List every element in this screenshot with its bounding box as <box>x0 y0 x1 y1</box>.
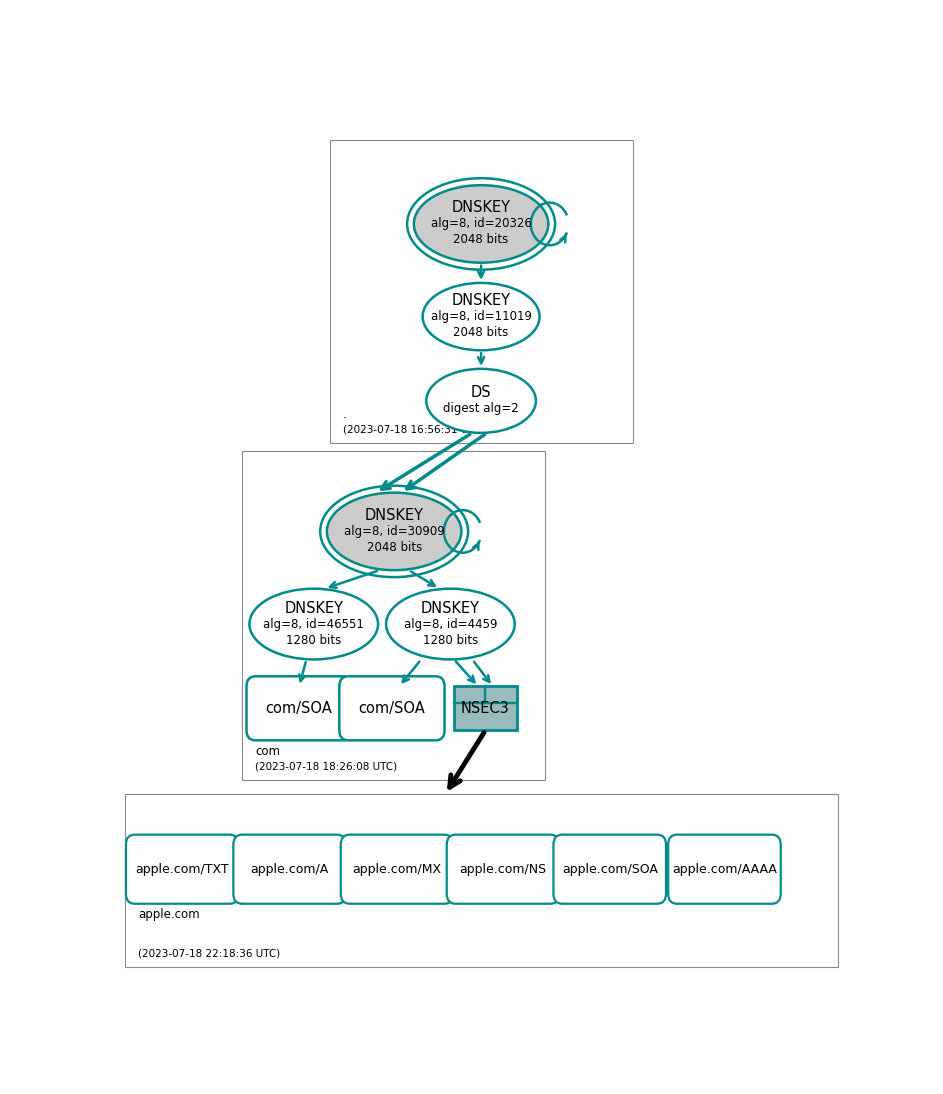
Text: apple.com: apple.com <box>139 908 200 920</box>
Text: apple.com/TXT: apple.com/TXT <box>136 863 229 875</box>
Ellipse shape <box>422 283 539 350</box>
Ellipse shape <box>414 185 548 263</box>
FancyBboxPatch shape <box>246 676 352 741</box>
Text: apple.com/AAAA: apple.com/AAAA <box>672 863 777 875</box>
Bar <box>242 452 545 780</box>
Text: 1280 bits: 1280 bits <box>286 633 341 647</box>
Ellipse shape <box>386 589 515 660</box>
Text: (2023-07-18 22:18:36 UTC): (2023-07-18 22:18:36 UTC) <box>139 948 281 958</box>
Text: com: com <box>256 745 280 758</box>
Text: apple.com/A: apple.com/A <box>251 863 329 875</box>
FancyBboxPatch shape <box>340 835 454 904</box>
Text: 2048 bits: 2048 bits <box>367 540 422 554</box>
FancyBboxPatch shape <box>447 835 559 904</box>
FancyBboxPatch shape <box>669 835 781 904</box>
Bar <box>455 686 517 730</box>
Text: apple.com/SOA: apple.com/SOA <box>562 863 657 875</box>
Text: (2023-07-18 18:26:08 UTC): (2023-07-18 18:26:08 UTC) <box>256 761 397 771</box>
Text: alg=8, id=11019: alg=8, id=11019 <box>431 310 532 323</box>
Text: digest alg=2: digest alg=2 <box>443 403 519 416</box>
Text: 2048 bits: 2048 bits <box>454 326 508 339</box>
FancyBboxPatch shape <box>233 835 346 904</box>
Text: DNSKEY: DNSKEY <box>452 200 510 216</box>
Text: apple.com/NS: apple.com/NS <box>459 863 547 875</box>
Text: DNSKEY: DNSKEY <box>452 293 510 309</box>
Ellipse shape <box>250 589 378 660</box>
Text: .: . <box>343 408 347 421</box>
Text: apple.com/MX: apple.com/MX <box>353 863 441 875</box>
Text: alg=8, id=46551: alg=8, id=46551 <box>263 618 364 630</box>
FancyBboxPatch shape <box>126 835 239 904</box>
Text: DNSKEY: DNSKEY <box>365 508 423 523</box>
FancyBboxPatch shape <box>554 835 666 904</box>
Text: alg=8, id=20326: alg=8, id=20326 <box>431 218 532 231</box>
Text: alg=8, id=4459: alg=8, id=4459 <box>404 618 497 630</box>
Text: com/SOA: com/SOA <box>266 701 333 715</box>
Text: alg=8, id=30909: alg=8, id=30909 <box>344 525 444 538</box>
Ellipse shape <box>426 369 536 433</box>
Text: DS: DS <box>471 385 491 400</box>
Text: (2023-07-18 16:56:31 UTC): (2023-07-18 16:56:31 UTC) <box>343 424 486 434</box>
Bar <box>125 794 837 967</box>
Text: 2048 bits: 2048 bits <box>454 233 508 246</box>
Text: DNSKEY: DNSKEY <box>421 601 480 616</box>
Text: 1280 bits: 1280 bits <box>422 633 478 647</box>
Text: DNSKEY: DNSKEY <box>284 601 343 616</box>
Ellipse shape <box>327 492 461 570</box>
FancyBboxPatch shape <box>339 676 444 741</box>
Bar <box>330 140 633 443</box>
Text: NSEC3: NSEC3 <box>461 701 510 715</box>
Text: com/SOA: com/SOA <box>358 701 425 715</box>
